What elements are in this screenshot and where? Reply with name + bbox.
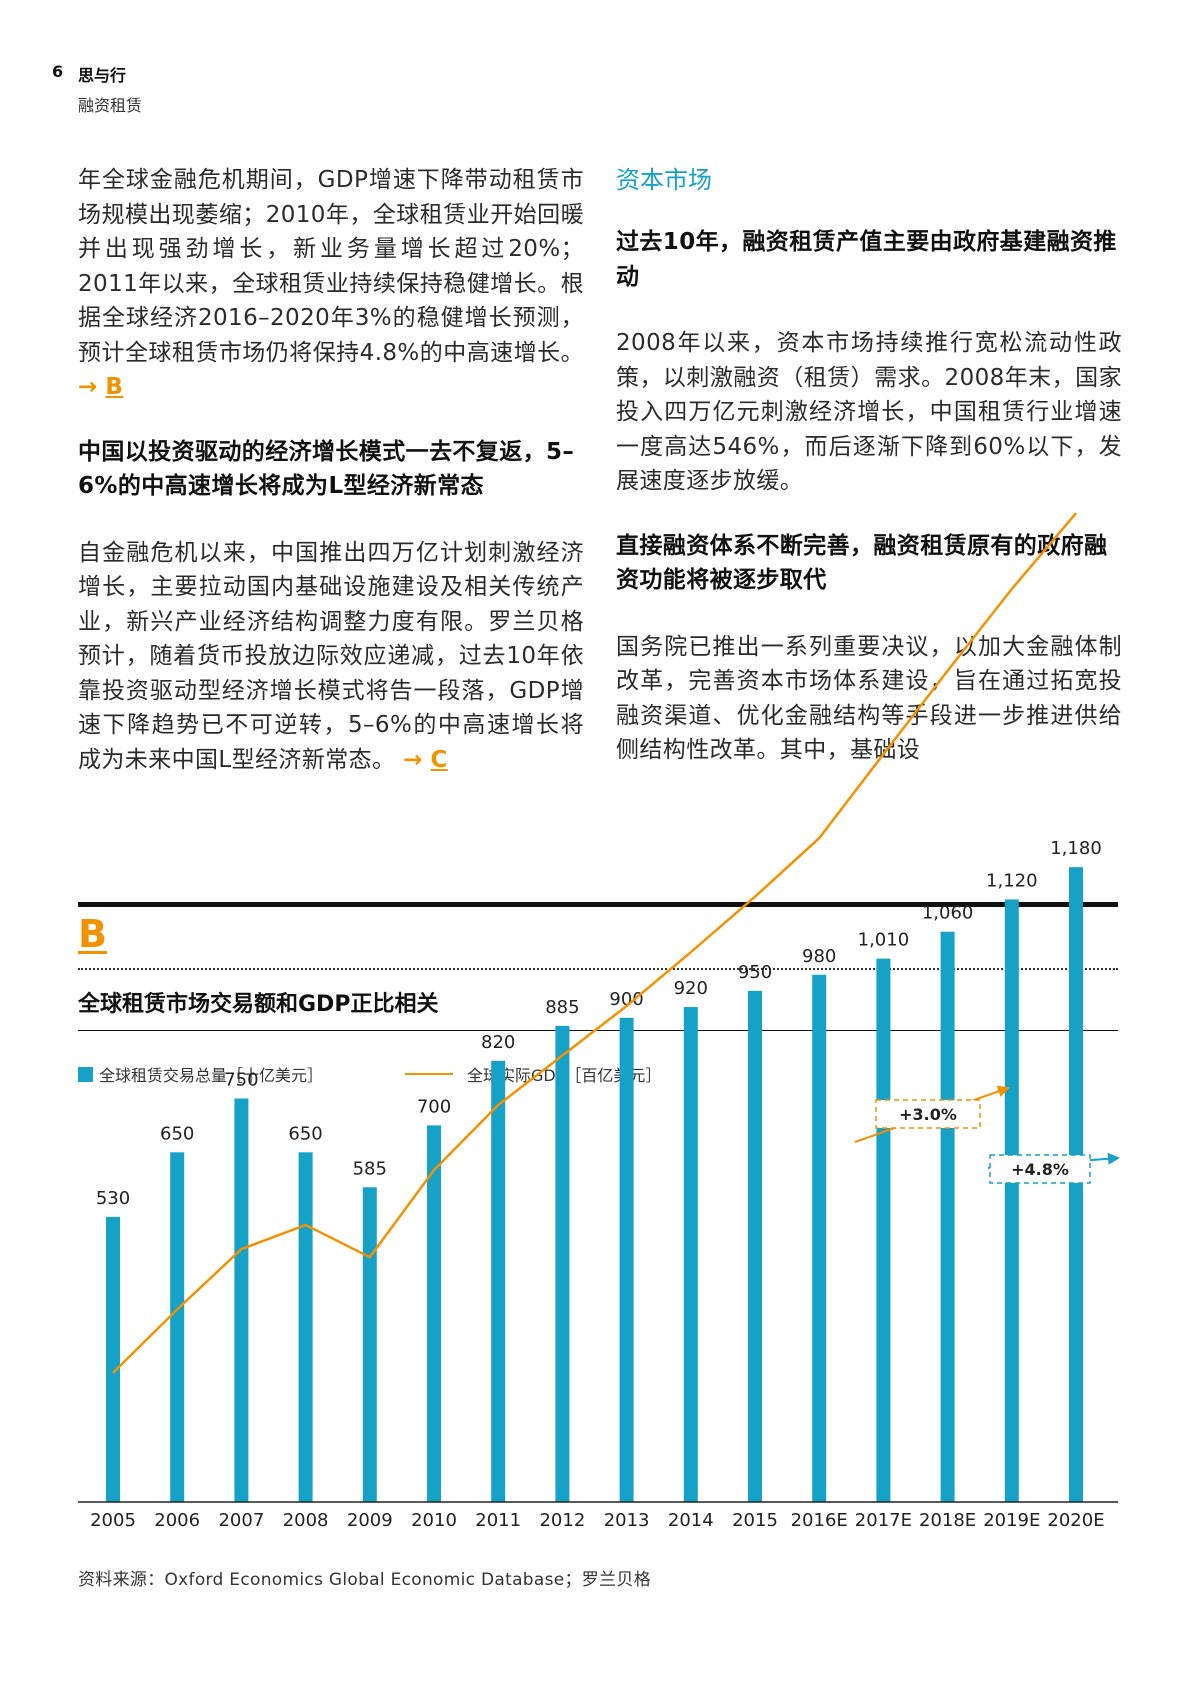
x-tick-label: 2015	[732, 1510, 778, 1531]
bar-2019E	[1004, 899, 1019, 1502]
lease-growth-label: +4.8%	[1011, 1160, 1069, 1179]
left-paragraph-2: 自金融危机以来，中国推出四万亿计划刺激经济增长，主要拉动国内基础设施建设及相关传…	[78, 536, 584, 778]
right-heading-1: 过去10年，融资租赁产值主要由政府基建融资推动	[616, 229, 1117, 290]
line-swatch	[405, 1073, 453, 1075]
section-title: 资本市场	[616, 166, 712, 194]
lease-trend-arrow	[987, 1152, 1120, 1169]
x-tick-label: 2018E	[919, 1510, 976, 1531]
x-tick-label: 2011	[475, 1510, 521, 1531]
chart-c-link[interactable]: C	[430, 746, 448, 773]
x-tick-label: 2013	[604, 1510, 650, 1531]
arrow-icon: →	[78, 374, 98, 400]
bar-value-label: 1,180	[1050, 838, 1102, 859]
bar-2016E	[812, 974, 827, 1502]
source-note: 资料来源：Oxford Economics Global Economic Da…	[78, 1570, 652, 1590]
x-tick-label: 2020E	[1047, 1510, 1104, 1531]
x-tick-label: 2016E	[791, 1510, 848, 1531]
bar-value-label: 980	[802, 946, 836, 967]
chart-label: B	[78, 912, 107, 956]
bar-2007	[234, 1098, 249, 1502]
chart-b-link[interactable]: B	[105, 374, 124, 400]
bar-value-label: 950	[738, 962, 772, 983]
bar-2015	[748, 990, 762, 1502]
x-tick-label: 2009	[347, 1510, 393, 1531]
bar-value-label: 650	[160, 1123, 194, 1144]
left-paragraph-2-text: 自金融危机以来，中国推出四万亿计划刺激经济增长，主要拉动国内基础设施建设及相关传…	[78, 539, 584, 773]
bar-value-label: 530	[96, 1188, 130, 1209]
dotted-divider	[78, 968, 1118, 970]
bar-value-label: 1,010	[858, 930, 910, 951]
right-paragraph-2: 国务院已推出一系列重要决议，以加大金融体制改革，完善资本市场体系建设，旨在通过拓…	[616, 633, 1122, 764]
arrow-icon: →	[403, 746, 423, 773]
bar-2011	[491, 1060, 506, 1502]
legend-bar-label: 全球租赁交易总量［十亿美元］	[99, 1066, 324, 1085]
right-paragraph-1: 2008年以来，资本市场持续推行宽松流动性政策，以刺激融资（租赁）需求。2008…	[616, 330, 1122, 494]
bar-value-label: 885	[545, 997, 579, 1018]
x-tick-label: 2012	[539, 1510, 585, 1531]
left-heading: 中国以投资驱动的经济增长模式一去不复返，5–6%的中高速增长将成为L型经济新常态	[78, 438, 575, 500]
page-number: 6	[52, 62, 64, 81]
chart-top-rule	[78, 902, 1118, 907]
legend-line-label: 全球实际GDP［百亿美元］	[467, 1066, 662, 1085]
bar-value-label: 585	[353, 1158, 387, 1179]
bar-2005	[106, 1216, 120, 1502]
bar-value-label: 900	[609, 989, 643, 1010]
lease-growth-box	[989, 1154, 1091, 1184]
x-tick-label: 2010	[411, 1510, 457, 1531]
legend-line: 全球实际GDP［百亿美元］	[405, 1062, 661, 1086]
left-paragraph-1: 年全球金融危机期间，GDP增速下降带动租赁市场规模出现萎缩；2010年，全球租赁…	[78, 163, 584, 405]
x-tick-label: 2008	[283, 1510, 329, 1531]
legend-bar: 全球租赁交易总量［十亿美元］	[78, 1062, 323, 1086]
x-tick-label: 2014	[668, 1510, 714, 1531]
bar-2013	[619, 1017, 634, 1502]
bar-2014	[683, 1007, 698, 1502]
x-tick-label: 2006	[154, 1510, 200, 1531]
right-heading-2: 直接融资体系不断完善，融资租赁原有的政府融资功能将被逐步取代	[616, 532, 1108, 594]
bar-2008	[298, 1152, 313, 1502]
bar-swatch	[78, 1066, 93, 1082]
bar-2018E	[940, 931, 955, 1502]
left-column: 年全球金融危机期间，GDP增速下降带动租赁市场规模出现萎缩；2010年，全球租赁…	[78, 163, 584, 777]
bar-2017E	[876, 958, 891, 1502]
publication-title: 思与行	[78, 66, 127, 85]
gdp-growth-label: +3.0%	[899, 1105, 957, 1124]
chart-title: 全球租赁市场交易额和GDP正比相关	[78, 992, 439, 1017]
bar-2012	[555, 1025, 570, 1502]
x-tick-label: 2017E	[855, 1510, 912, 1531]
bar-2009	[362, 1187, 377, 1502]
bar-2020E	[1069, 867, 1083, 1502]
bar-2010	[427, 1125, 441, 1502]
publication-subtitle: 融资租赁	[78, 96, 143, 115]
bar-2006	[170, 1152, 185, 1502]
x-tick-labels: 2005 2006 2007 2008 2009 2010 2011 2012 2013 2014…	[90, 1510, 1105, 1531]
bar-value-label: 820	[481, 1032, 515, 1053]
x-tick-label: 2019E	[983, 1510, 1040, 1531]
bar-value-label: 1,120	[986, 870, 1038, 891]
left-paragraph-1-text: 年全球金融危机期间，GDP增速下降带动租赁市场规模出现萎缩；2010年，全球租赁…	[78, 167, 584, 366]
x-tick-label: 2005	[90, 1510, 136, 1531]
gdp-trend-arrow	[854, 1085, 1010, 1143]
right-column: 资本市场 过去10年，融资租赁产值主要由政府基建融资推动 2008年以来，资本市…	[616, 163, 1122, 768]
x-tick-label: 2007	[218, 1510, 264, 1531]
bar-value-label: 700	[417, 1096, 451, 1117]
gdp-growth-box	[875, 1099, 981, 1129]
bar-value-label: 650	[288, 1123, 322, 1144]
chart-title-rule	[78, 1030, 1118, 1031]
bar-value-label: 920	[674, 978, 708, 999]
